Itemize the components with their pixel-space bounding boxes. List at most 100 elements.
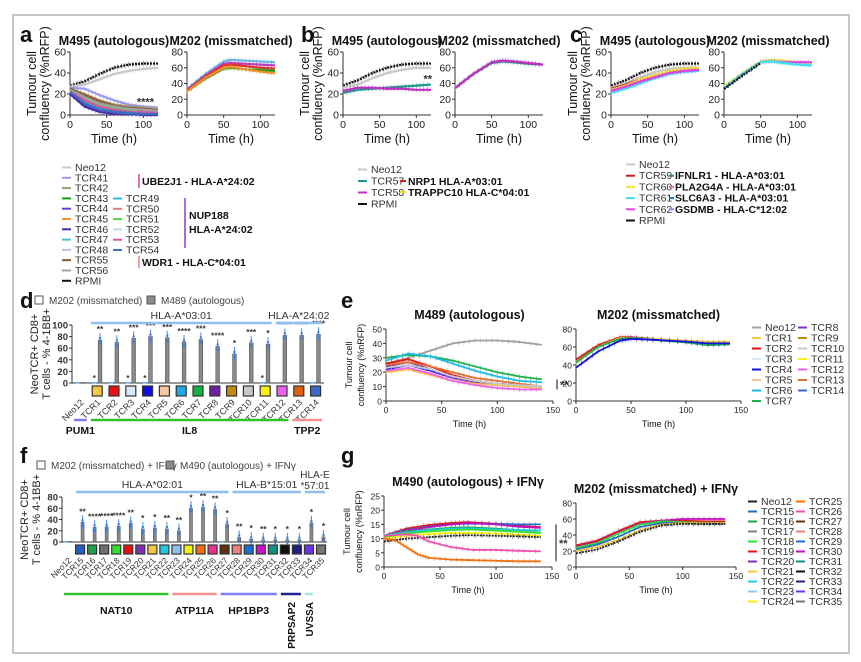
data-point (298, 536, 301, 539)
series-line-rpmi (342, 62, 431, 87)
data-point (117, 528, 120, 531)
significance-label: **** (295, 319, 309, 329)
data-point (177, 532, 181, 535)
legend-item-tcr30: TCR30 (809, 546, 842, 558)
data-point (105, 523, 108, 527)
y-tick-label: 80 (439, 47, 451, 59)
data-point (149, 338, 152, 341)
series-line-tcr57 (454, 60, 544, 90)
category-swatch-tcr15 (74, 544, 86, 555)
series-line-tcr58 (342, 86, 431, 92)
legend-item-tcr54: TCR54 (126, 245, 159, 257)
x-axis-label: Time (h) (745, 132, 791, 146)
y-tick-label: 0 (567, 397, 572, 407)
legend-item-tcr50: TCR50 (126, 203, 159, 215)
significance-label: *** (129, 322, 140, 332)
y-tick-label: 20 (563, 547, 573, 557)
y-tick-label: 0 (445, 110, 451, 122)
category-swatch-tcr10 (242, 385, 254, 397)
y-tick-label: 15 (371, 520, 381, 530)
legend-swatch-mismatched (36, 460, 46, 470)
legend-a: Neo12TCR41TCR42TCR43TCR44TCR45TCR46TCR47… (62, 162, 255, 287)
legend-item-tcr42: TCR42 (75, 183, 108, 195)
category-swatch-tcr21 (147, 544, 158, 555)
significance-label: **** (278, 319, 292, 329)
y-tick-label: 80 (563, 325, 573, 335)
legend-item-tcr28: TCR28 (809, 526, 842, 538)
legend-item-tcr59: TCR59 (639, 170, 672, 182)
data-point (317, 336, 320, 339)
legend-item-tcr29: TCR29 (809, 536, 842, 548)
y-tick-label: 50 (373, 325, 383, 335)
x-tick-label: 0 (608, 119, 614, 131)
data-point (189, 505, 193, 508)
significance-label: **** (211, 330, 225, 340)
bar-autologous-tcr4 (148, 336, 153, 384)
legend-swatch-autologous (165, 460, 175, 470)
panel-letter-d: d (20, 288, 34, 313)
antigen-label-atp11a: ATP11A (175, 605, 214, 617)
y-tick-label: 40 (171, 78, 183, 90)
x-tick-label: 0 (382, 571, 387, 581)
series-line-neo12 (575, 522, 726, 555)
y-axis-label: NeoTCR+ CD8+T cells - % 4-1BB+ (29, 308, 53, 399)
legend-item-tcr53: TCR53 (126, 234, 159, 246)
bar-autologous-tcr12 (282, 335, 287, 384)
category-swatch-tcr13 (293, 385, 305, 397)
bar-autologous-neo12 (81, 382, 86, 384)
bar-autologous-tcr2 (114, 342, 119, 384)
group-label-nrp1: NRP1 HLA-A*03:01 (408, 176, 503, 188)
legend-item-rpmi: RPMI (371, 199, 397, 211)
data-point (166, 334, 169, 337)
bar-autologous-tcr5 (165, 337, 170, 384)
bar-mismatched-tcr1 (92, 382, 97, 384)
x-tick-label: 50 (626, 405, 636, 415)
significance-label: * (153, 512, 157, 522)
data-point (233, 350, 236, 354)
series-line-neo12 (69, 66, 159, 88)
significance-label: * (261, 374, 265, 383)
data-point (115, 344, 119, 347)
y-tick-label: 20 (708, 94, 720, 106)
series-line-tcr6 (385, 352, 542, 384)
x-axis-label: Time (h) (364, 132, 410, 146)
y-tick-label: 40 (327, 68, 339, 80)
bar-mismatched-tcr4 (142, 382, 148, 384)
y-tick-label: 10 (373, 382, 383, 392)
category-swatch-tcr19 (123, 544, 134, 555)
legend-item-tcr20: TCR20 (761, 556, 794, 568)
y-tick-label: 20 (595, 89, 607, 101)
series-line-tcr56 (69, 88, 159, 112)
chart-g-left: M490 (autologous) + IFNγ 0 5 10 15 20 25 0 50 100… (342, 475, 568, 595)
data-point (322, 533, 325, 537)
category-swatch-tcr32 (279, 544, 290, 555)
antigen-label-tpp2: TPP2 (294, 425, 320, 437)
significance-label: * (189, 492, 193, 502)
y-tick-label: 0 (375, 563, 380, 573)
category-swatch-tcr14 (310, 385, 322, 397)
data-point (93, 524, 96, 527)
series-line-tcr58 (454, 59, 544, 90)
chart-title: M495 (autologous) (59, 34, 169, 48)
category-swatch-tcr29 (243, 544, 254, 555)
x-tick-label: 100 (676, 119, 694, 131)
x-tick-label: 150 (546, 405, 560, 415)
chart-title: M489 (autologous) (414, 308, 524, 322)
data-point (81, 524, 84, 527)
legend-item-tcr61: TCR61 (639, 193, 672, 205)
significance-label: **** (177, 326, 191, 336)
series-line-tcr12 (385, 366, 542, 391)
x-tick-label: 50 (101, 119, 113, 131)
data-point (262, 536, 265, 539)
y-tick-label: 0 (601, 110, 607, 122)
y-tick-label: 0 (63, 379, 68, 390)
data-point (283, 337, 287, 340)
chart-title: M490 (autologous) + IFNγ (392, 475, 544, 489)
y-tick-label: 60 (47, 504, 58, 515)
legend-item-tcr3: TCR3 (765, 354, 793, 366)
y-tick-label: 20 (563, 379, 573, 389)
